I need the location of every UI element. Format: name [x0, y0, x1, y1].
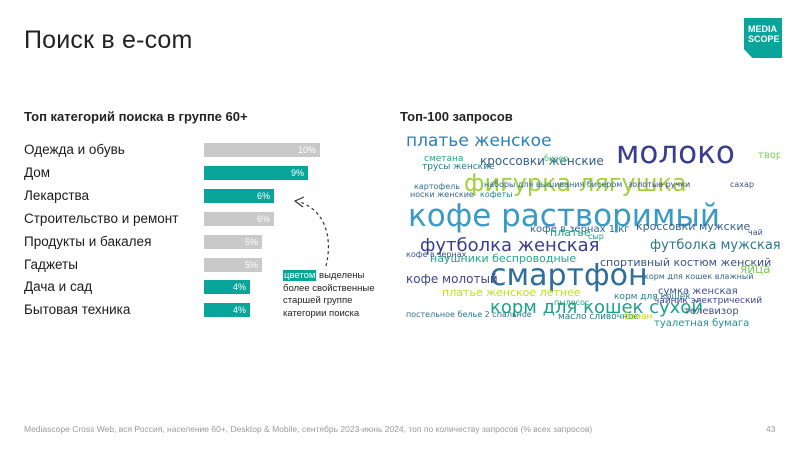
bar-value-label: 4% — [232, 305, 246, 316]
word-cloud-term: банан — [624, 312, 653, 322]
annotation-highlight: цветом — [283, 270, 317, 281]
bar — [204, 303, 250, 318]
bar-value-label: 10% — [297, 145, 316, 155]
category-label: Дом — [24, 164, 51, 180]
slide-title: Поиск в e-com — [24, 26, 193, 54]
chart-title: Топ категорий поиска в группе 60+ — [24, 109, 248, 124]
word-cloud-term: телевизор — [684, 306, 739, 317]
word-cloud-term: платье — [550, 226, 591, 239]
word-cloud-term: корм для кошек — [614, 292, 691, 302]
word-cloud-term: кофе молотый — [406, 272, 498, 286]
word-cloud-term: наборы для вышивания бисером — [484, 180, 623, 189]
word-cloud-term: постельное белье 2 спальное — [406, 310, 532, 319]
word-cloud-term: футболка мужская — [650, 238, 780, 253]
word-cloud-term: сахар — [730, 180, 755, 189]
word-cloud-title: Топ-100 запросов — [400, 109, 513, 124]
word-cloud-term: чай — [748, 228, 763, 237]
word-cloud: кофе растворимый фигурка лягушка молоко сма… — [404, 133, 780, 330]
word-cloud-term: пылесос — [554, 298, 590, 307]
word-cloud-term: чайник электрический — [654, 296, 763, 306]
word-cloud-term: сметана — [424, 154, 464, 164]
word-cloud-term: носки женские — [410, 190, 474, 199]
bar-value-label: 4% — [232, 282, 246, 293]
bar — [204, 280, 250, 295]
bar — [204, 234, 262, 249]
word-cloud-term: яйца — [740, 262, 771, 276]
bar — [204, 257, 262, 272]
word-cloud-term: трусы женские — [422, 162, 495, 172]
word-cloud-term: платье женское летнее — [442, 286, 581, 299]
bar — [204, 143, 320, 157]
bar-value-label: 9% — [290, 167, 304, 178]
word-cloud-term: кроссовки женские — [480, 154, 604, 168]
bar — [204, 211, 274, 226]
bar-value-label: 6% — [256, 213, 270, 224]
word-cloud-term: масло сливочное — [558, 312, 639, 322]
bar — [204, 188, 274, 203]
bar — [204, 165, 308, 180]
word-cloud-term: фигурка лягушка — [464, 169, 687, 197]
word-cloud-term: корм для кошек сухой — [490, 297, 704, 318]
word-cloud-term: молоко — [616, 135, 735, 171]
category-label: Одежда и обувь — [24, 142, 125, 157]
bar-value-label: 6% — [256, 190, 270, 201]
bar-value-label: 5% — [244, 236, 258, 247]
word-cloud-term: корм для кошек влажный — [644, 272, 754, 281]
bar-value-label: 5% — [244, 259, 258, 270]
mediascope-logo: MEDIA SCOPE — [744, 18, 782, 58]
word-cloud-term: золотые ручки — [628, 180, 691, 189]
word-cloud-term: творог — [758, 150, 780, 161]
source-footnote: Mediascope Cross Web, вся Россия, населе… — [24, 424, 593, 434]
word-cloud-term: сумка женская — [658, 286, 738, 297]
word-cloud-term: спортивный костюм женский — [600, 256, 772, 269]
word-cloud-term: кофе в зернах — [406, 250, 467, 259]
category-label: Бытовая техника — [24, 302, 131, 318]
category-label: Строительство и ремонт — [24, 210, 179, 226]
word-cloud-term: кофе в зернах 1 кг — [530, 224, 630, 235]
annotation-note: цветом выделены более свойственные старш… — [283, 270, 393, 320]
word-cloud-term: туалетная бумага — [654, 318, 750, 329]
category-label: Дача и сад — [24, 279, 93, 295]
category-label: Лекарства — [24, 187, 90, 203]
annotation-text: выделены более свойственные старшей груп… — [283, 270, 375, 319]
word-cloud-term: платье женское — [406, 133, 552, 151]
page-number: 43 — [766, 424, 776, 434]
dashed-arrow-icon — [293, 196, 329, 267]
word-cloud-term: кроссовки мужские — [636, 220, 751, 233]
word-cloud-term: бисер — [544, 154, 569, 163]
word-cloud-term: кофе растворимый — [408, 198, 720, 234]
word-cloud-term: картофель — [414, 182, 460, 191]
word-cloud-term: кофеты — [480, 190, 513, 199]
word-cloud-term: футболка женская — [420, 235, 600, 256]
word-cloud-term: сыр — [588, 232, 604, 241]
category-label: Гаджеты — [24, 256, 78, 272]
word-cloud-term: смартфон — [490, 258, 648, 293]
word-cloud-term: наушники беспроводные — [430, 252, 577, 265]
category-label: Продукты и бакалея — [24, 233, 152, 249]
